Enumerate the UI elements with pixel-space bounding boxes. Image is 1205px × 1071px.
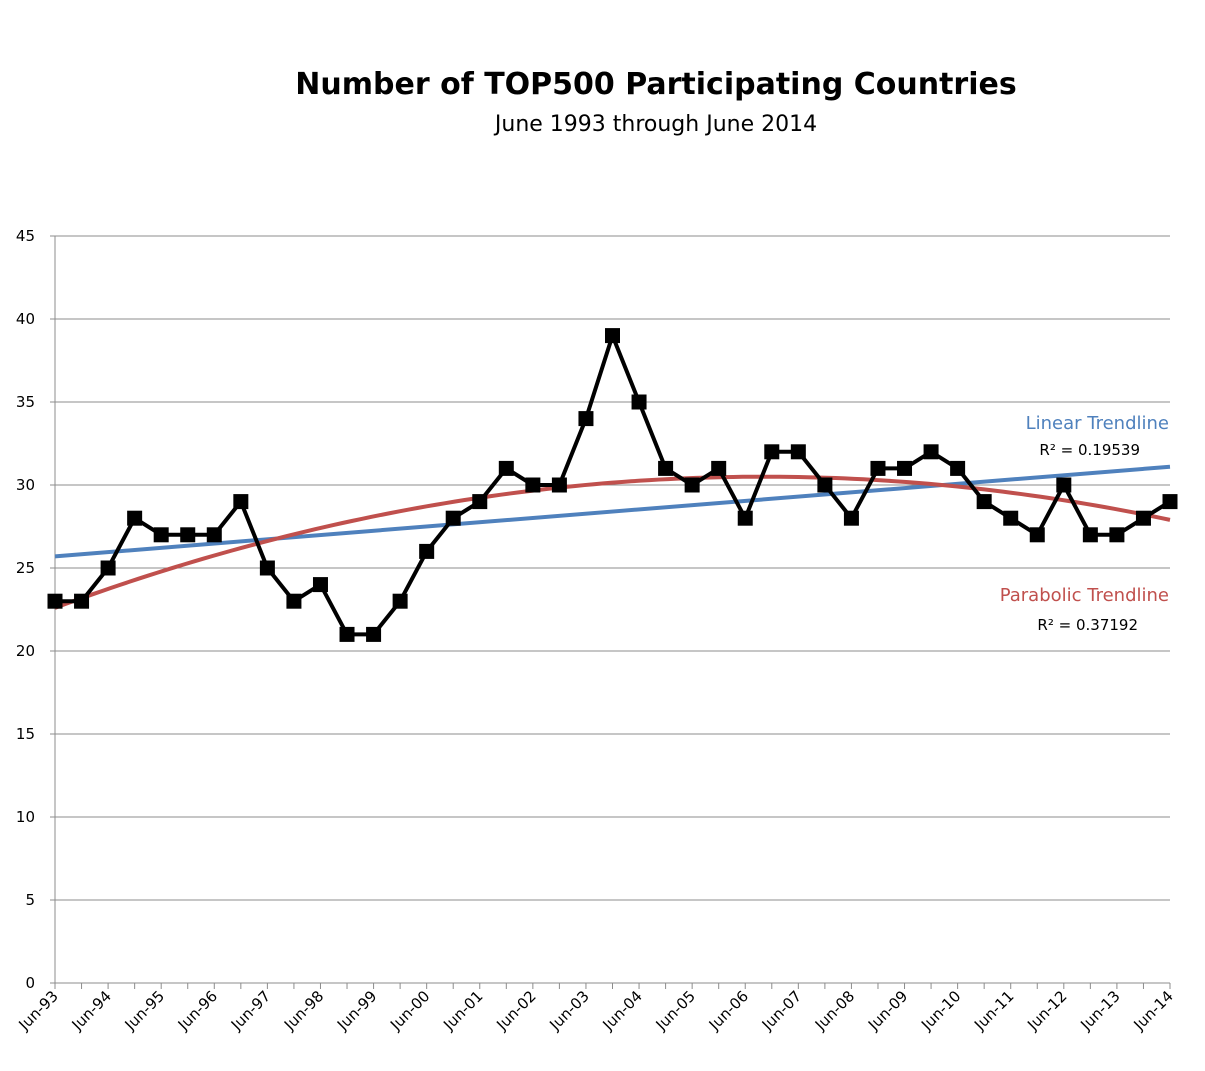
x-tick-label: Jun-00 [386,987,433,1034]
data-series [47,328,1178,642]
data-point [790,444,806,460]
data-point [976,494,992,510]
x-tick-label: Jun-10 [917,987,964,1034]
data-point [1003,510,1019,526]
y-tick-label: 20 [16,642,35,660]
data-point [1082,527,1098,543]
x-tick-label: Jun-11 [970,987,1017,1034]
data-point [498,460,514,476]
data-point [180,527,196,543]
parabolic-trendline-label: Parabolic Trendline [1000,585,1169,606]
x-axis: Jun-93 Jun-94 Jun-95 Jun-96 Jun-97 Jun-98 Jun-… [14,983,1177,1034]
data-point [1029,527,1045,543]
data-point [47,593,63,609]
chart-title: Number of TOP500 Participating Countries [295,67,1016,102]
x-tick-label: Jun-01 [439,987,486,1034]
linear-trendline-r2: R² = 0.19539 [1039,441,1140,459]
y-tick-label: 0 [25,974,35,992]
data-point [74,593,90,609]
data-point [817,477,833,493]
data-point [259,560,275,576]
data-point [286,593,302,609]
y-tick-label: 5 [25,891,35,909]
data-point [206,527,222,543]
data-point [1162,494,1178,510]
data-point [551,477,567,493]
x-tick-label: Jun-98 [280,987,327,1034]
data-point [950,460,966,476]
data-point [631,394,647,410]
y-tick-label: 45 [16,227,35,245]
data-point [153,527,169,543]
x-tick-label: Jun-94 [68,987,115,1034]
x-tick-label: Jun-13 [1076,987,1123,1034]
y-tick-label: 10 [16,808,35,826]
data-point [233,494,249,510]
data-point [737,510,753,526]
data-point [312,577,328,593]
data-point [923,444,939,460]
data-point [843,510,859,526]
y-tick-label: 35 [16,393,35,411]
parabolic-trendline-r2: R² = 0.37192 [1037,616,1138,634]
y-axis: 0 5 10 15 20 25 30 35 40 45 [16,227,55,992]
data-point [392,593,408,609]
y-tick-label: 30 [16,476,35,494]
data-point [870,460,886,476]
linear-trendline [54,464,1171,559]
data-point [366,626,382,642]
y-tick-label: 40 [16,310,35,328]
x-tick-label: Jun-14 [1129,987,1176,1034]
x-tick-label: Jun-96 [174,987,221,1034]
x-tick-label: Jun-03 [545,987,592,1034]
data-point [605,328,620,344]
y-tick-label: 15 [16,725,35,743]
data-point [578,411,594,427]
data-point [445,510,461,526]
data-point [897,460,913,476]
x-tick-label: Jun-07 [758,987,805,1034]
x-tick-label: Jun-09 [864,987,911,1034]
data-point [127,510,143,526]
data-point [684,477,700,493]
chart-subtitle: June 1993 through June 2014 [493,112,817,137]
data-point [1135,510,1151,526]
x-tick-label: Jun-93 [14,987,61,1034]
linear-trendline-label: Linear Trendline [1026,413,1169,434]
trendlines [54,464,1171,610]
x-tick-label: Jun-06 [705,987,752,1034]
y-tick-label: 25 [16,559,35,577]
x-tick-label: Jun-04 [599,987,646,1034]
data-point [339,626,355,642]
data-point [525,477,541,493]
x-tick-label: Jun-08 [811,987,858,1034]
gridlines [54,235,1170,984]
x-tick-label: Jun-99 [333,987,380,1034]
data-point [1056,477,1072,493]
data-point [764,444,780,460]
x-tick-label: Jun-02 [492,987,539,1034]
data-point [472,494,488,510]
x-tick-label: Jun-95 [121,987,168,1034]
x-tick-label: Jun-05 [652,987,699,1034]
x-tick-label: Jun-97 [227,987,274,1034]
data-point [658,460,674,476]
data-point [100,560,116,576]
x-tick-label: Jun-12 [1023,987,1070,1034]
data-point [711,460,727,476]
data-point [419,543,435,559]
parabolic-trendline [54,474,1171,610]
data-point [1109,527,1125,543]
